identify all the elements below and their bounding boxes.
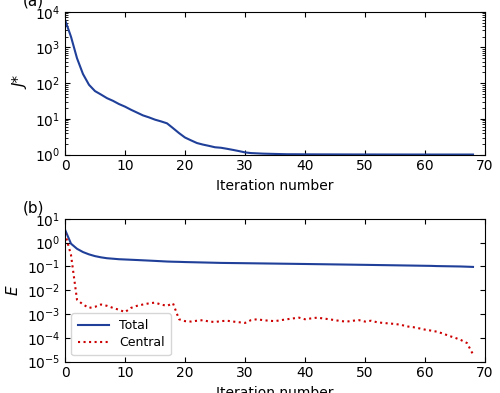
Total: [200, 260, 206, 265]
Central: [470, 352, 476, 357]
Central: [140, 302, 146, 307]
Total: [296, 262, 302, 266]
Total: [92, 254, 98, 259]
Line: Central: Central: [65, 233, 473, 354]
Total: [62, 227, 68, 232]
Total: [470, 264, 476, 269]
Total: [194, 260, 200, 265]
Total: [140, 258, 146, 263]
Central: [200, 318, 206, 323]
Central: [194, 318, 200, 323]
Y-axis label: J*: J*: [14, 77, 29, 89]
Line: Total: Total: [65, 230, 473, 267]
X-axis label: Iteration number: Iteration number: [216, 386, 334, 393]
Total: [116, 257, 122, 262]
Y-axis label: E: E: [6, 285, 21, 295]
Text: (a): (a): [23, 0, 44, 9]
Central: [116, 307, 122, 312]
Text: (b): (b): [23, 201, 44, 216]
Legend: Total, Central: Total, Central: [72, 313, 170, 355]
Central: [92, 305, 98, 309]
Central: [296, 315, 302, 320]
Central: [62, 231, 68, 235]
X-axis label: Iteration number: Iteration number: [216, 179, 334, 193]
